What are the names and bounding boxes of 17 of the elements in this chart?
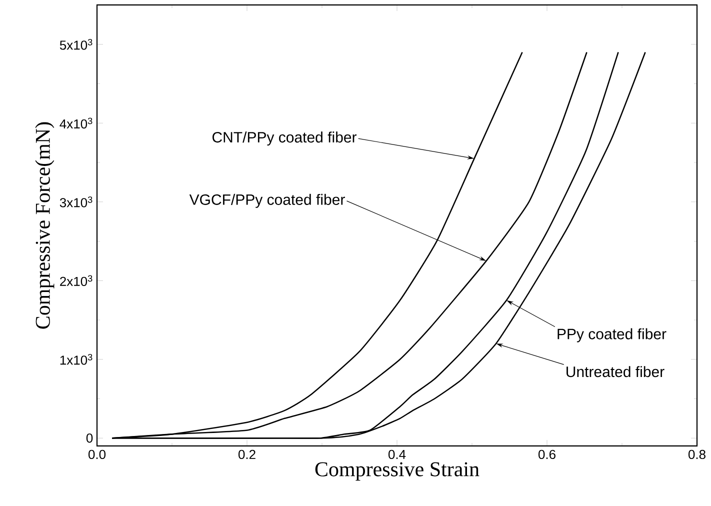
x-tick-label: 0.0 bbox=[88, 450, 106, 460]
annotation: Untreated fiber bbox=[566, 366, 664, 378]
y-tick-label: 3x10$^{3}$ bbox=[60, 196, 92, 208]
annotation: PPy coated fiber bbox=[558, 328, 666, 342]
x-axis-title: Compressive Strain bbox=[315, 462, 480, 481]
y-tick-label: 2x10$^{3}$ bbox=[60, 275, 92, 286]
y-tick-label: 4x10$^{3}$ bbox=[60, 118, 92, 129]
y-tick-label: 0 bbox=[86, 434, 93, 443]
y-axis-title: Compressive Force(mN) bbox=[35, 122, 54, 329]
y-tick-label: 5x10$^{3}$ bbox=[60, 38, 92, 50]
x-tick-label: 0.2 bbox=[238, 450, 256, 460]
x-tick-label: 0.4 bbox=[388, 450, 406, 460]
y-tick-label: 1x10$^{3}$ bbox=[60, 354, 92, 365]
x-tick-label: 0.8 bbox=[688, 450, 706, 460]
annotation: VGCF/PPy coated fiber bbox=[189, 194, 345, 208]
annotation: CNT/PPy coated fiber bbox=[212, 132, 357, 146]
x-tick-label: 0.6 bbox=[538, 450, 556, 460]
